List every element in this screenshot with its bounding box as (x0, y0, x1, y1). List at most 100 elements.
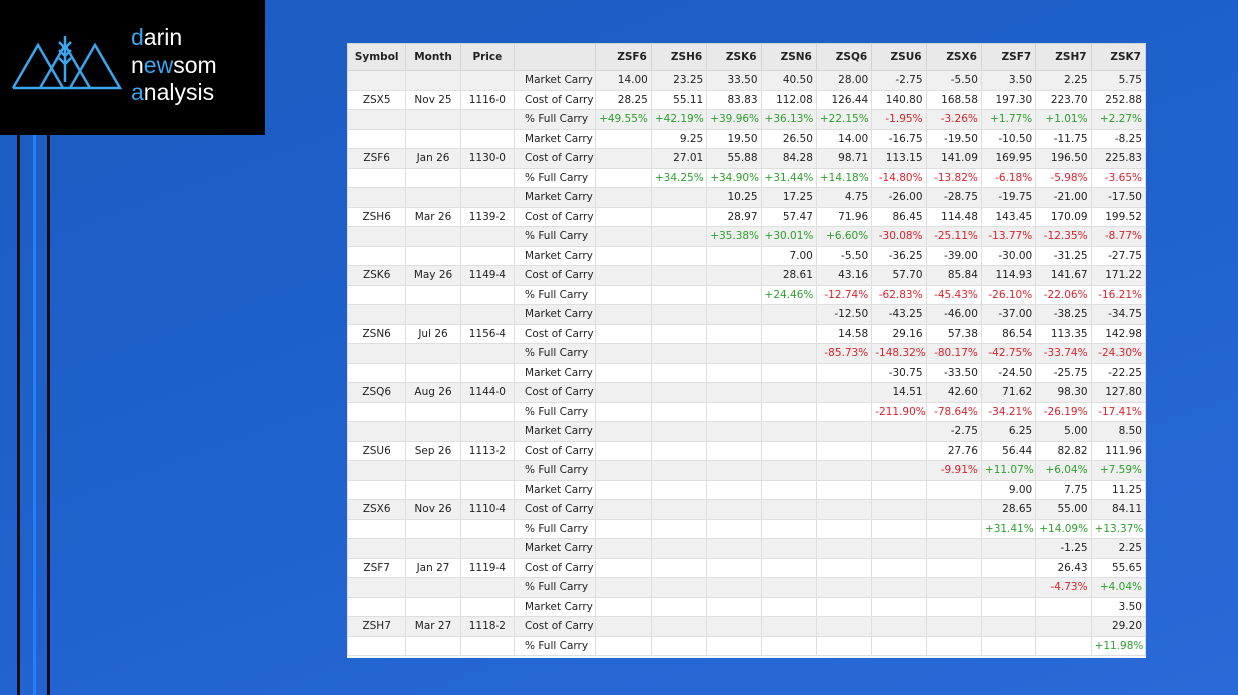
table-cell: Market Carry (514, 421, 596, 442)
table-row: ZSH6 Mar 26 1139-2 Cost of Carry 28.97 57.47 7… (347, 206, 1146, 227)
table-cell (925, 616, 982, 637)
table-cell: -1.25 (1035, 538, 1092, 559)
table-row: % Full Carry +31.41% +14.09% +13.37% (347, 518, 1146, 539)
table-cell: 55.11 (650, 89, 708, 110)
table-cell (706, 557, 762, 578)
table-cell (347, 401, 407, 422)
table-cell (594, 245, 652, 266)
logo-mark (11, 36, 123, 90)
table-cell: +42.19% (650, 109, 708, 130)
table-cell (980, 596, 1037, 617)
table-cell: ZSN6 (347, 323, 407, 344)
table-cell: May 26 (405, 265, 461, 286)
table-cell: Market Carry (514, 538, 596, 559)
table-cell: -8.77% (1090, 226, 1146, 247)
table-cell: 83.83 (706, 89, 762, 110)
table-cell (594, 284, 652, 305)
table-cell (815, 518, 873, 539)
table-cell (459, 518, 516, 539)
carry-table: Symbol Month Price ZSF6 ZSH6 ZSK6 ZSN6 ZSQ6 ZSU6… (347, 43, 1146, 656)
table-row: ZSN6 Jul 26 1156-4 Cost of Carry 14.58 29.16 5… (347, 323, 1146, 344)
table-cell (650, 577, 708, 598)
table-cell: 29.16 (871, 323, 927, 344)
table-cell (706, 518, 762, 539)
table-cell: 27.76 (925, 440, 982, 461)
table-cell: -17.50 (1090, 187, 1146, 208)
table-row: % Full Carry -211.90% -78.64% -34.21% -26.19… (347, 401, 1146, 422)
table-cell (405, 245, 461, 266)
table-cell (594, 167, 652, 188)
table-cell (815, 499, 873, 520)
table-cell (760, 421, 817, 442)
table-cell: Market Carry (514, 245, 596, 266)
table-cell: 111.96 (1090, 440, 1146, 461)
table-cell: -6.18% (980, 167, 1037, 188)
table-cell (594, 401, 652, 422)
table-cell (760, 382, 817, 403)
table-cell: -33.74% (1035, 343, 1092, 364)
table-cell (871, 460, 927, 481)
column-header: ZSH6 (650, 43, 708, 71)
table-cell (650, 596, 708, 617)
table-cell (650, 557, 708, 578)
table-cell (1035, 616, 1092, 637)
table-cell: ZSK6 (347, 265, 407, 286)
table-cell (760, 440, 817, 461)
table-cell: % Full Carry (514, 577, 596, 598)
table-row: ZSQ6 Aug 26 1144-0 Cost of Carry 14.51 42.60 7… (347, 382, 1146, 403)
table-cell: -24.30% (1090, 343, 1146, 364)
table-row: % Full Carry +11.98% (347, 635, 1146, 656)
table-cell (815, 460, 873, 481)
table-cell (815, 421, 873, 442)
table-cell (650, 479, 708, 500)
table-cell (871, 421, 927, 442)
table-cell (459, 304, 516, 325)
table-cell: 1130-0 (459, 148, 516, 169)
table-cell: -2.75 (871, 70, 927, 91)
table-cell (347, 362, 407, 383)
table-cell (706, 343, 762, 364)
table-row: % Full Carry +24.46% -12.74% -62.83% -45.43%… (347, 284, 1146, 305)
table-cell (760, 557, 817, 578)
table-cell (594, 362, 652, 383)
table-cell: +13.37% (1090, 518, 1146, 539)
table-cell (650, 362, 708, 383)
table-cell: 98.30 (1035, 382, 1092, 403)
table-cell (760, 616, 817, 637)
table-cell: 5.00 (1035, 421, 1092, 442)
table-cell (815, 577, 873, 598)
table-cell: +34.90% (706, 167, 762, 188)
table-cell (459, 401, 516, 422)
table-cell (815, 401, 873, 422)
table-cell: 28.25 (594, 89, 652, 110)
table-cell: -33.50 (925, 362, 982, 383)
table-cell (871, 499, 927, 520)
table-cell (706, 284, 762, 305)
table-cell: 11.25 (1090, 479, 1146, 500)
table-cell: 114.93 (980, 265, 1037, 286)
table-cell: 71.96 (815, 206, 873, 227)
table-cell: 170.09 (1035, 206, 1092, 227)
table-cell (459, 421, 516, 442)
table-cell (459, 128, 516, 149)
table-cell: 28.65 (980, 499, 1037, 520)
table-row: % Full Carry +49.55% +42.19% +39.96% +36.13%… (347, 109, 1146, 130)
table-cell: 1144-0 (459, 382, 516, 403)
table-cell (706, 265, 762, 286)
table-cell (405, 635, 461, 656)
logo-line: analysis (131, 79, 217, 107)
table-cell (594, 421, 652, 442)
table-cell: -13.77% (980, 226, 1037, 247)
table-cell: -85.73% (815, 343, 873, 364)
table-cell (925, 635, 982, 656)
column-header: ZSH7 (1035, 43, 1092, 71)
table-cell (706, 499, 762, 520)
table-cell (980, 616, 1037, 637)
table-cell (459, 596, 516, 617)
header-row: Symbol Month Price ZSF6 ZSH6 ZSK6 ZSN6 ZSQ6 ZSU6… (347, 43, 1146, 71)
decor-line (47, 135, 50, 695)
table-cell: 86.54 (980, 323, 1037, 344)
table-cell (760, 304, 817, 325)
column-header: ZSX6 (925, 43, 982, 71)
table-cell (815, 596, 873, 617)
